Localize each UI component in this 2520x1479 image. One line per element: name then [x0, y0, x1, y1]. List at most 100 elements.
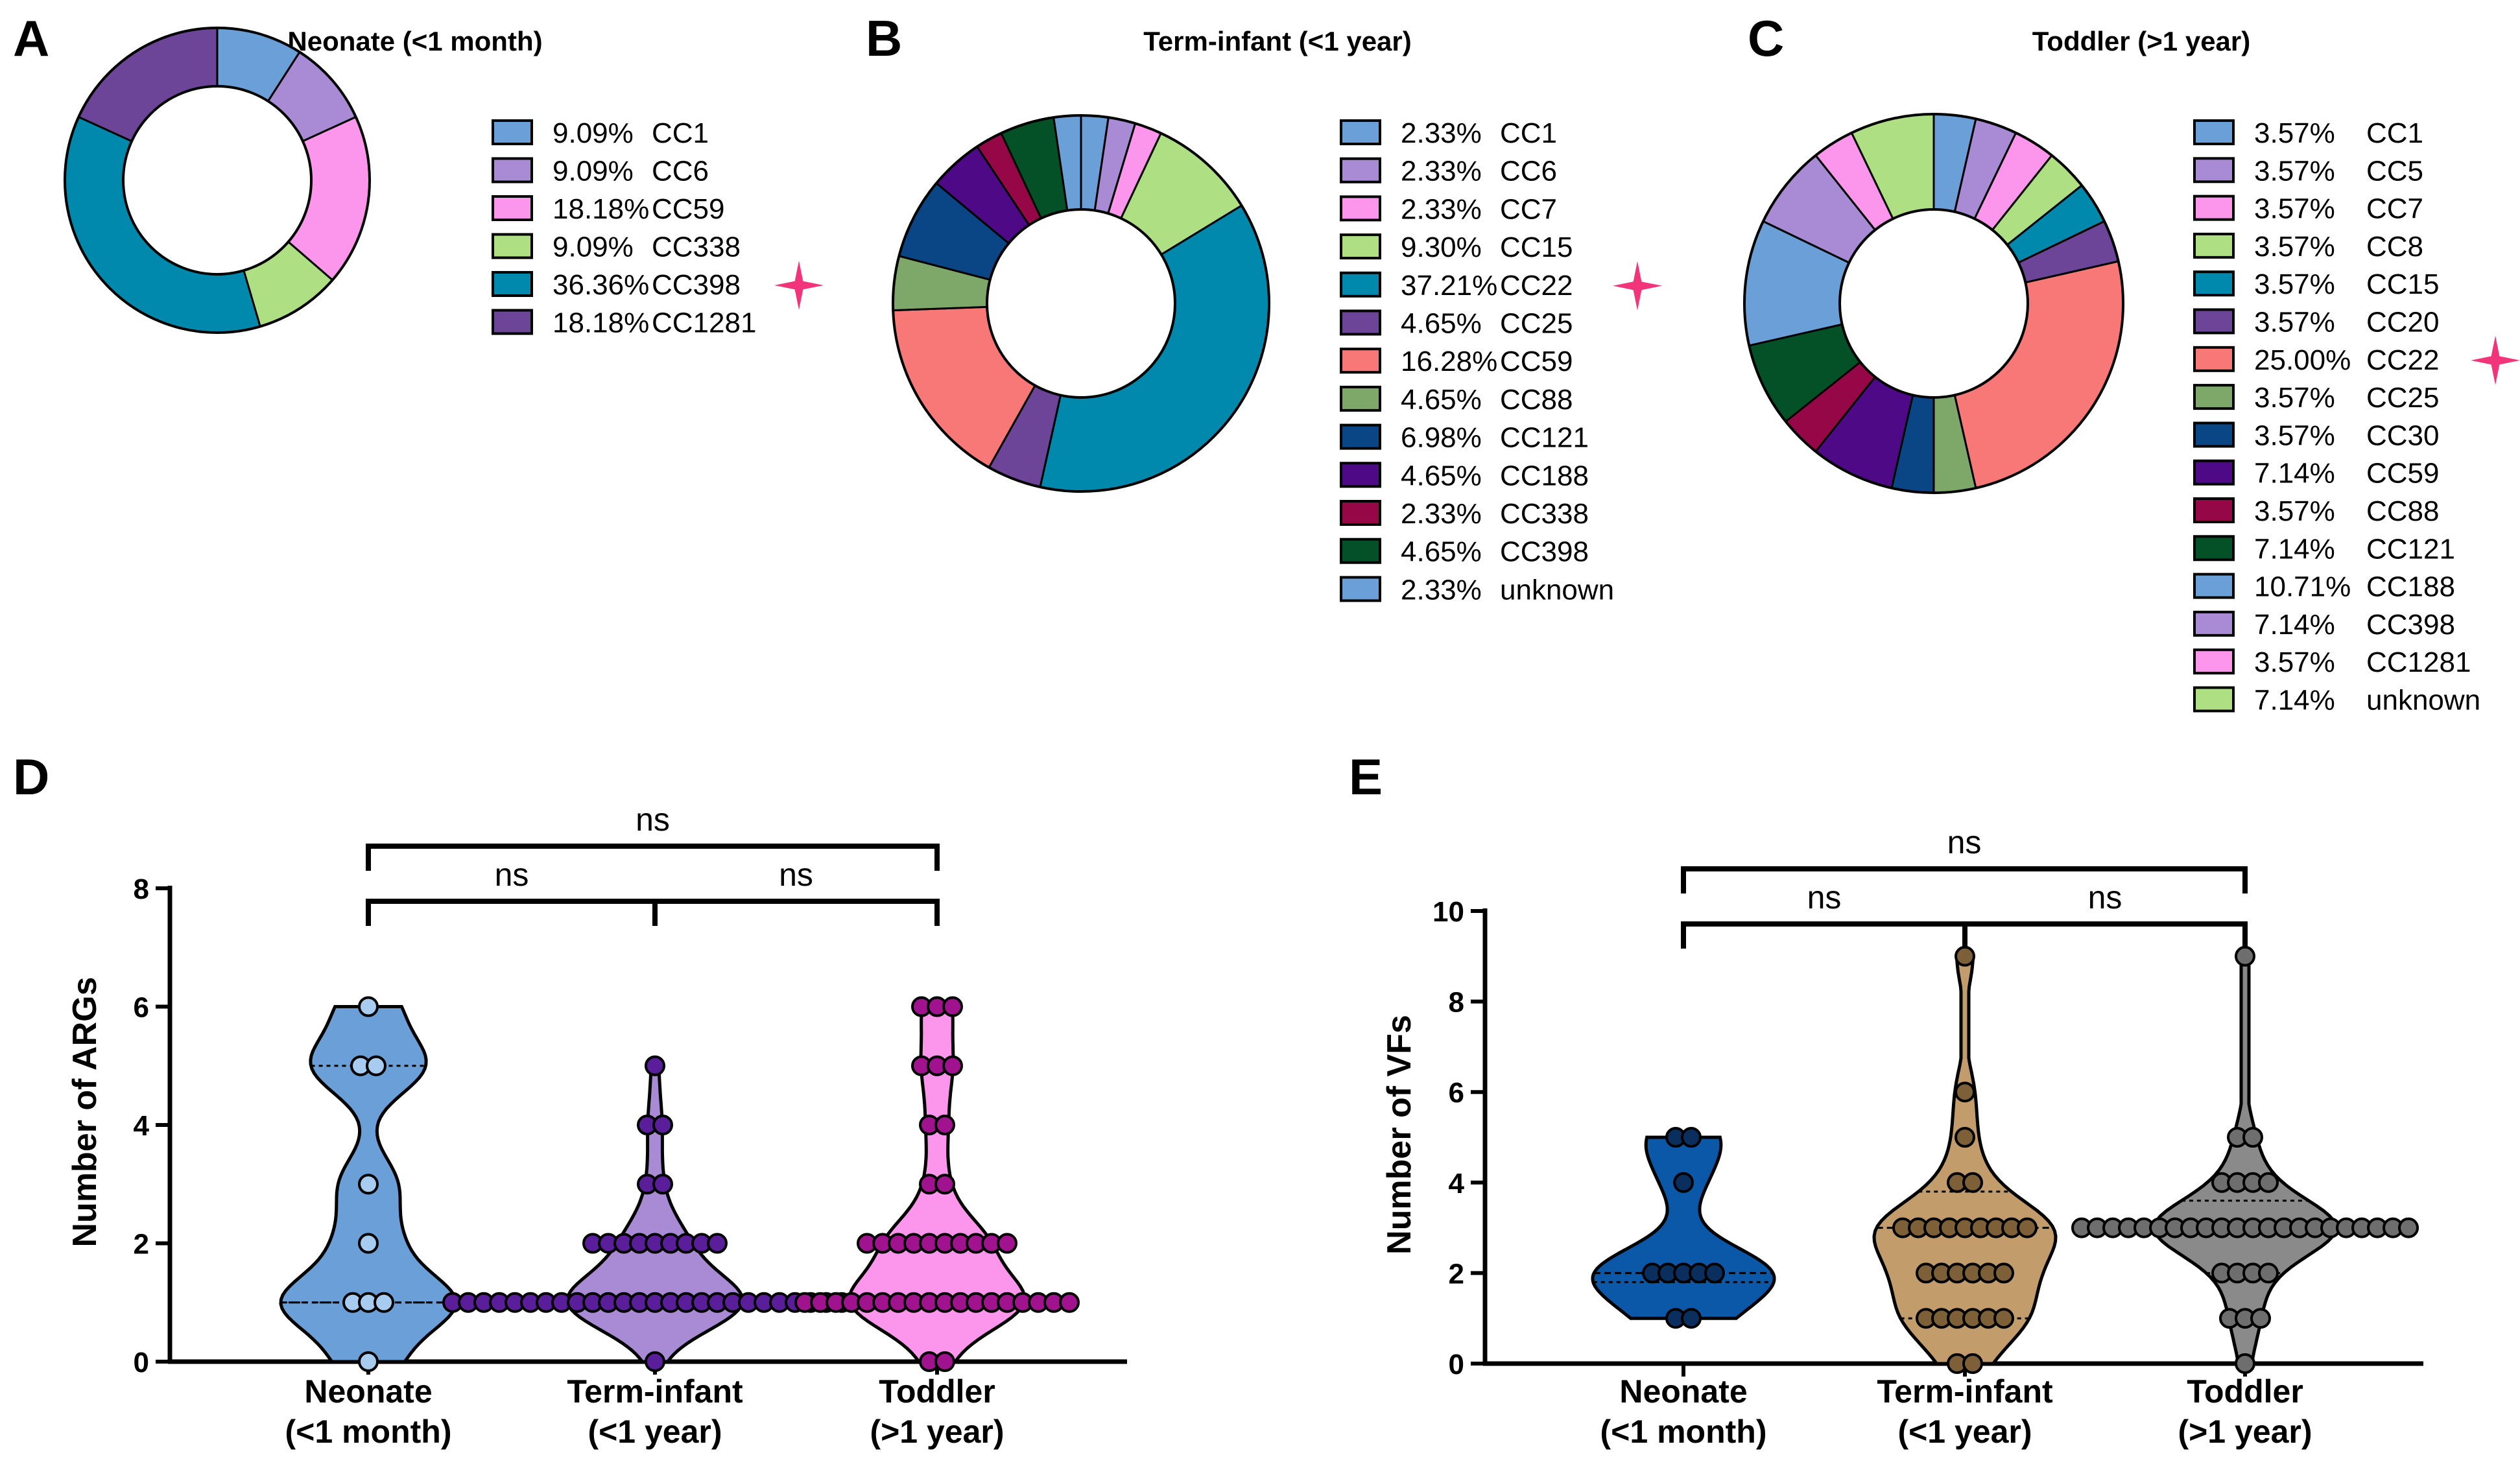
legend-percent: 4.65%: [1401, 308, 1482, 340]
panel-e: E Number of VFs 0 2 4 6 8 10 Neonate (<1 month)…: [1349, 748, 2423, 1450]
panel-c-label: C: [1748, 10, 1784, 67]
legend-swatch: [2193, 384, 2235, 410]
donut-hole: [986, 208, 1176, 399]
legend-swatch: [1340, 538, 1381, 564]
legend-percent: 36.36%: [553, 269, 649, 301]
significance-label: ns: [1807, 879, 1842, 916]
legend-label: CC338: [652, 231, 741, 263]
legend-label: unknown: [1500, 574, 1614, 606]
legend-label: CC188: [1500, 460, 1589, 491]
legend-label: CC398: [1500, 536, 1589, 568]
significance-label: ns: [495, 857, 529, 893]
legend-percent: 25.00%: [2254, 344, 2351, 376]
legend-percent: 3.57%: [2254, 268, 2335, 300]
legend-percent: 18.18%: [553, 307, 649, 339]
significance-label: ns: [1947, 824, 1982, 860]
data-point: [1955, 1127, 1975, 1148]
data-point: [997, 1233, 1017, 1254]
data-point: [2258, 1262, 2279, 1284]
panel-c-title: Toddler (>1 year): [2032, 26, 2251, 56]
legend-label: unknown: [2366, 685, 2480, 716]
data-point: [1955, 1082, 1975, 1103]
legend-swatch: [2193, 119, 2235, 145]
legend-swatch: [492, 309, 533, 335]
legend-percent: 16.28%: [1401, 346, 1497, 377]
legend-label: CC22: [1500, 270, 1573, 302]
y-tick-label: 6: [1449, 1077, 1464, 1109]
panel-b-donut: [892, 114, 1270, 493]
y-tick-label: 8: [1449, 987, 1464, 1019]
legend-percent: 6.98%: [1401, 422, 1482, 454]
y-tick-label: 4: [1449, 1168, 1465, 1200]
highlight-star-icon: [1613, 261, 1662, 311]
y-tick-label: 2: [1449, 1258, 1464, 1290]
panel-a-donut: [64, 27, 371, 334]
legend-percent: 9.09%: [553, 231, 634, 263]
panel-b-label: B: [866, 10, 902, 67]
legend-percent: 4.65%: [1401, 384, 1482, 416]
legend-label: CC8: [2366, 231, 2423, 263]
data-point: [2017, 1217, 2038, 1238]
y-tick-label: 0: [1449, 1349, 1464, 1380]
legend-percent: 3.57%: [2254, 117, 2335, 149]
data-point: [1681, 1308, 1702, 1329]
legend-percent: 7.14%: [2254, 685, 2335, 716]
x-category-label: Neonate: [304, 1373, 432, 1410]
data-point: [1955, 945, 1975, 967]
legend-percent: 3.57%: [2254, 495, 2335, 527]
x-category-sublabel: (<1 month): [285, 1414, 452, 1450]
data-point: [2398, 1217, 2419, 1238]
significance-bracket: [1962, 921, 2248, 949]
data-point: [652, 1115, 673, 1135]
data-point: [2235, 1353, 2255, 1374]
data-point: [645, 1351, 665, 1372]
legend-swatch: [1340, 500, 1381, 526]
data-point: [942, 996, 963, 1017]
legend-label: CC398: [652, 269, 741, 301]
legend-percent: 2.33%: [1401, 498, 1482, 530]
legend-percent: 2.33%: [1401, 117, 1482, 149]
legend-label: CC6: [1500, 156, 1557, 187]
y-tick-label: 0: [134, 1347, 149, 1378]
legend-swatch: [1340, 233, 1381, 260]
x-category-sublabel: (>1 year): [2178, 1414, 2312, 1450]
panel-d: D Number of ARGs 0 2 4 6 8 Neonate (<1 month) T…: [13, 748, 1127, 1450]
legend-label: CC1: [1500, 117, 1557, 149]
highlight-star-icon: [774, 261, 824, 310]
x-category-label: Term-infant: [1877, 1373, 2053, 1410]
x-category-label: Term-infant: [567, 1373, 743, 1410]
legend-label: CC7: [1500, 193, 1557, 225]
legend-percent: 3.57%: [2254, 193, 2335, 225]
legend-percent: 9.30%: [1401, 231, 1482, 263]
legend-swatch: [1340, 271, 1381, 298]
legend-label: CC30: [2366, 420, 2440, 451]
data-point: [374, 1292, 394, 1313]
legend-swatch: [2193, 157, 2235, 183]
data-point: [2242, 1127, 2263, 1148]
legend-label: CC188: [2366, 571, 2455, 603]
legend-label: CC338: [1500, 498, 1589, 530]
legend-swatch: [492, 119, 533, 145]
data-point: [358, 996, 379, 1017]
legend-percent: 3.57%: [2254, 155, 2335, 187]
x-category-sublabel: (<1 month): [1600, 1414, 1767, 1450]
legend-swatch: [2193, 686, 2235, 713]
data-point: [1681, 1127, 1702, 1148]
legend-label: CC7: [2366, 193, 2423, 225]
donut-hole: [1838, 208, 2029, 399]
legend-swatch: [1340, 423, 1381, 450]
x-category-sublabel: (>1 year): [870, 1414, 1004, 1450]
x-category-label: Toddler: [879, 1373, 995, 1410]
y-tick-label: 2: [134, 1229, 149, 1260]
legend-swatch: [1340, 348, 1381, 374]
panel-e-label: E: [1349, 748, 1383, 805]
legend-label: CC20: [2366, 307, 2440, 338]
significance-label: ns: [636, 801, 670, 838]
legend-label: CC25: [2366, 382, 2440, 414]
panel-e-y-axis-title: Number of VFs: [1381, 1015, 1418, 1255]
legend-label: CC1281: [652, 307, 756, 339]
legend-label: CC59: [2366, 458, 2440, 490]
